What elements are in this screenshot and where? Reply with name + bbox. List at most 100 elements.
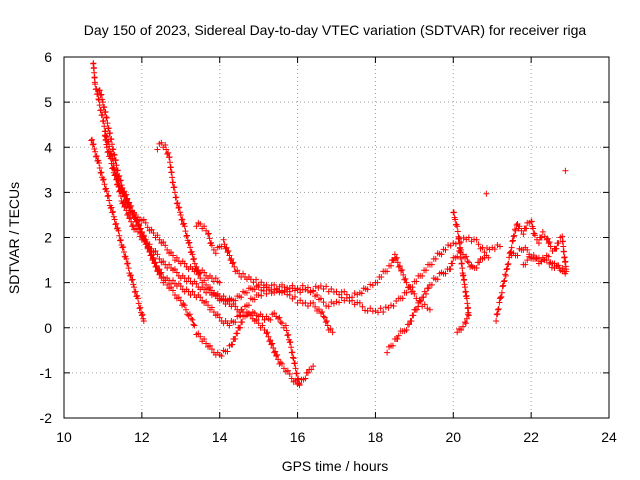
data-point [110,213,117,220]
data-point [203,227,210,234]
data-point [117,188,124,195]
data-point [201,277,208,284]
data-point [399,295,406,302]
data-point [273,352,280,359]
data-point [286,292,293,299]
data-point [120,199,127,206]
data-point [413,278,420,285]
data-point [349,294,356,301]
data-point [127,207,134,214]
data-point [89,136,96,143]
data-point [273,285,280,292]
data-point [464,311,471,318]
data-point [156,255,163,262]
data-point [131,209,138,216]
data-point [100,117,107,124]
data-point [195,271,202,278]
data-point [543,257,550,264]
data-point [91,146,98,153]
data-point [272,348,279,355]
data-point [230,259,237,266]
data-point [177,209,184,216]
data-point [463,315,470,322]
data-point [503,266,510,273]
data-point [177,283,184,290]
data-point [112,157,119,164]
data-point [535,254,542,261]
data-point [378,273,385,280]
data-point [452,216,459,223]
x-tick-label: 16 [290,429,306,445]
data-point [546,260,553,267]
data-point [312,303,319,310]
data-point [160,273,167,280]
data-point [191,260,198,267]
data-point [196,270,203,277]
data-point [101,181,108,188]
data-point [296,382,303,389]
data-point [325,288,332,295]
data-point [140,232,147,239]
data-point [154,146,161,153]
data-point [297,289,304,296]
data-point [181,260,188,267]
data-point [131,289,138,296]
data-point [182,228,189,235]
data-point [169,174,176,181]
data-point [284,367,291,374]
data-point [464,258,471,265]
data-point [225,248,232,255]
data-point [410,312,417,319]
data-point [275,356,282,363]
data-point [125,199,132,206]
data-point [90,64,97,71]
data-point [270,345,277,352]
data-point [226,252,233,259]
data-point [454,228,461,235]
data-point [229,341,236,348]
data-point [392,255,399,262]
data-point [476,259,483,266]
data-point [500,282,507,289]
series-isolated [483,167,569,197]
data-point [188,248,195,255]
data-point [220,236,227,243]
data-point [140,216,147,223]
data-point [197,294,204,301]
data-point [364,286,371,293]
data-point [284,284,291,291]
data-point [223,244,230,251]
data-point [103,114,110,121]
data-point [297,297,304,304]
data-point [452,240,459,247]
x-tick-label: 12 [134,429,150,445]
data-point [178,216,185,223]
series-arc-g [193,219,336,336]
data-point [258,287,265,294]
data-point [162,141,169,148]
data-point [101,123,108,130]
data-point [109,141,116,148]
data-point [323,283,330,290]
data-point [450,240,457,247]
data-point [99,96,106,103]
data-point [95,157,102,164]
data-point [473,236,480,243]
data-point [428,281,435,288]
data-point [221,241,228,248]
data-point [205,230,212,237]
data-point [110,151,117,158]
data-point [328,286,335,293]
data-point [123,196,130,203]
data-point [96,87,103,94]
data-point [122,253,129,260]
data-point [201,223,208,230]
data-point [125,210,132,217]
data-point [216,314,223,321]
data-point [115,183,122,190]
data-point [123,255,130,262]
data-point [135,220,142,227]
data-point [369,282,376,289]
data-point [400,271,407,278]
data-point [454,223,461,230]
